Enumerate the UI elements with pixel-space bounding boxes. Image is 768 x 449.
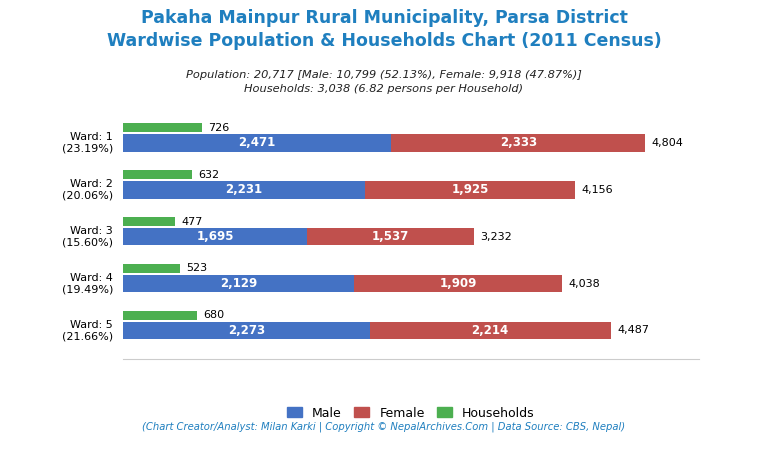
- Bar: [123, 180, 366, 198]
- Bar: [123, 170, 191, 179]
- Bar: [366, 180, 574, 198]
- Text: 3,232: 3,232: [481, 232, 512, 242]
- Bar: [123, 217, 174, 226]
- Text: 1,537: 1,537: [372, 230, 409, 243]
- Bar: [123, 228, 307, 246]
- Text: 1,909: 1,909: [439, 277, 477, 290]
- Text: (Chart Creator/Analyst: Milan Karki | Copyright © NepalArchives.Com | Data Sourc: (Chart Creator/Analyst: Milan Karki | Co…: [142, 421, 626, 431]
- Bar: [123, 134, 392, 152]
- Text: 2,129: 2,129: [220, 277, 257, 290]
- Text: 4,038: 4,038: [568, 278, 600, 289]
- Bar: [370, 321, 611, 339]
- Text: 680: 680: [204, 310, 224, 321]
- Text: 4,156: 4,156: [581, 185, 613, 194]
- Text: 2,273: 2,273: [228, 324, 265, 337]
- Text: 2,333: 2,333: [500, 136, 537, 149]
- Bar: [123, 275, 354, 292]
- Text: Population: 20,717 [Male: 10,799 (52.13%), Female: 9,918 (47.87%)]
Households: 3: Population: 20,717 [Male: 10,799 (52.13%…: [186, 70, 582, 93]
- Text: 2,471: 2,471: [239, 136, 276, 149]
- Bar: [307, 228, 474, 246]
- Bar: [392, 134, 645, 152]
- Text: Pakaha Mainpur Rural Municipality, Parsa District
Wardwise Population & Househol: Pakaha Mainpur Rural Municipality, Parsa…: [107, 9, 661, 50]
- Text: 4,487: 4,487: [617, 326, 649, 335]
- Bar: [354, 275, 561, 292]
- Text: 4,804: 4,804: [651, 138, 684, 148]
- Text: 477: 477: [181, 216, 203, 226]
- Text: 632: 632: [198, 170, 219, 180]
- Text: 726: 726: [208, 123, 230, 132]
- Text: 1,925: 1,925: [452, 183, 488, 196]
- Bar: [123, 123, 202, 132]
- Bar: [123, 264, 180, 273]
- Text: 523: 523: [186, 264, 207, 273]
- Bar: [123, 311, 197, 320]
- Bar: [123, 321, 370, 339]
- Text: 2,231: 2,231: [226, 183, 263, 196]
- Text: 1,695: 1,695: [197, 230, 233, 243]
- Text: 2,214: 2,214: [472, 324, 509, 337]
- Legend: Male, Female, Households: Male, Female, Households: [282, 401, 540, 425]
